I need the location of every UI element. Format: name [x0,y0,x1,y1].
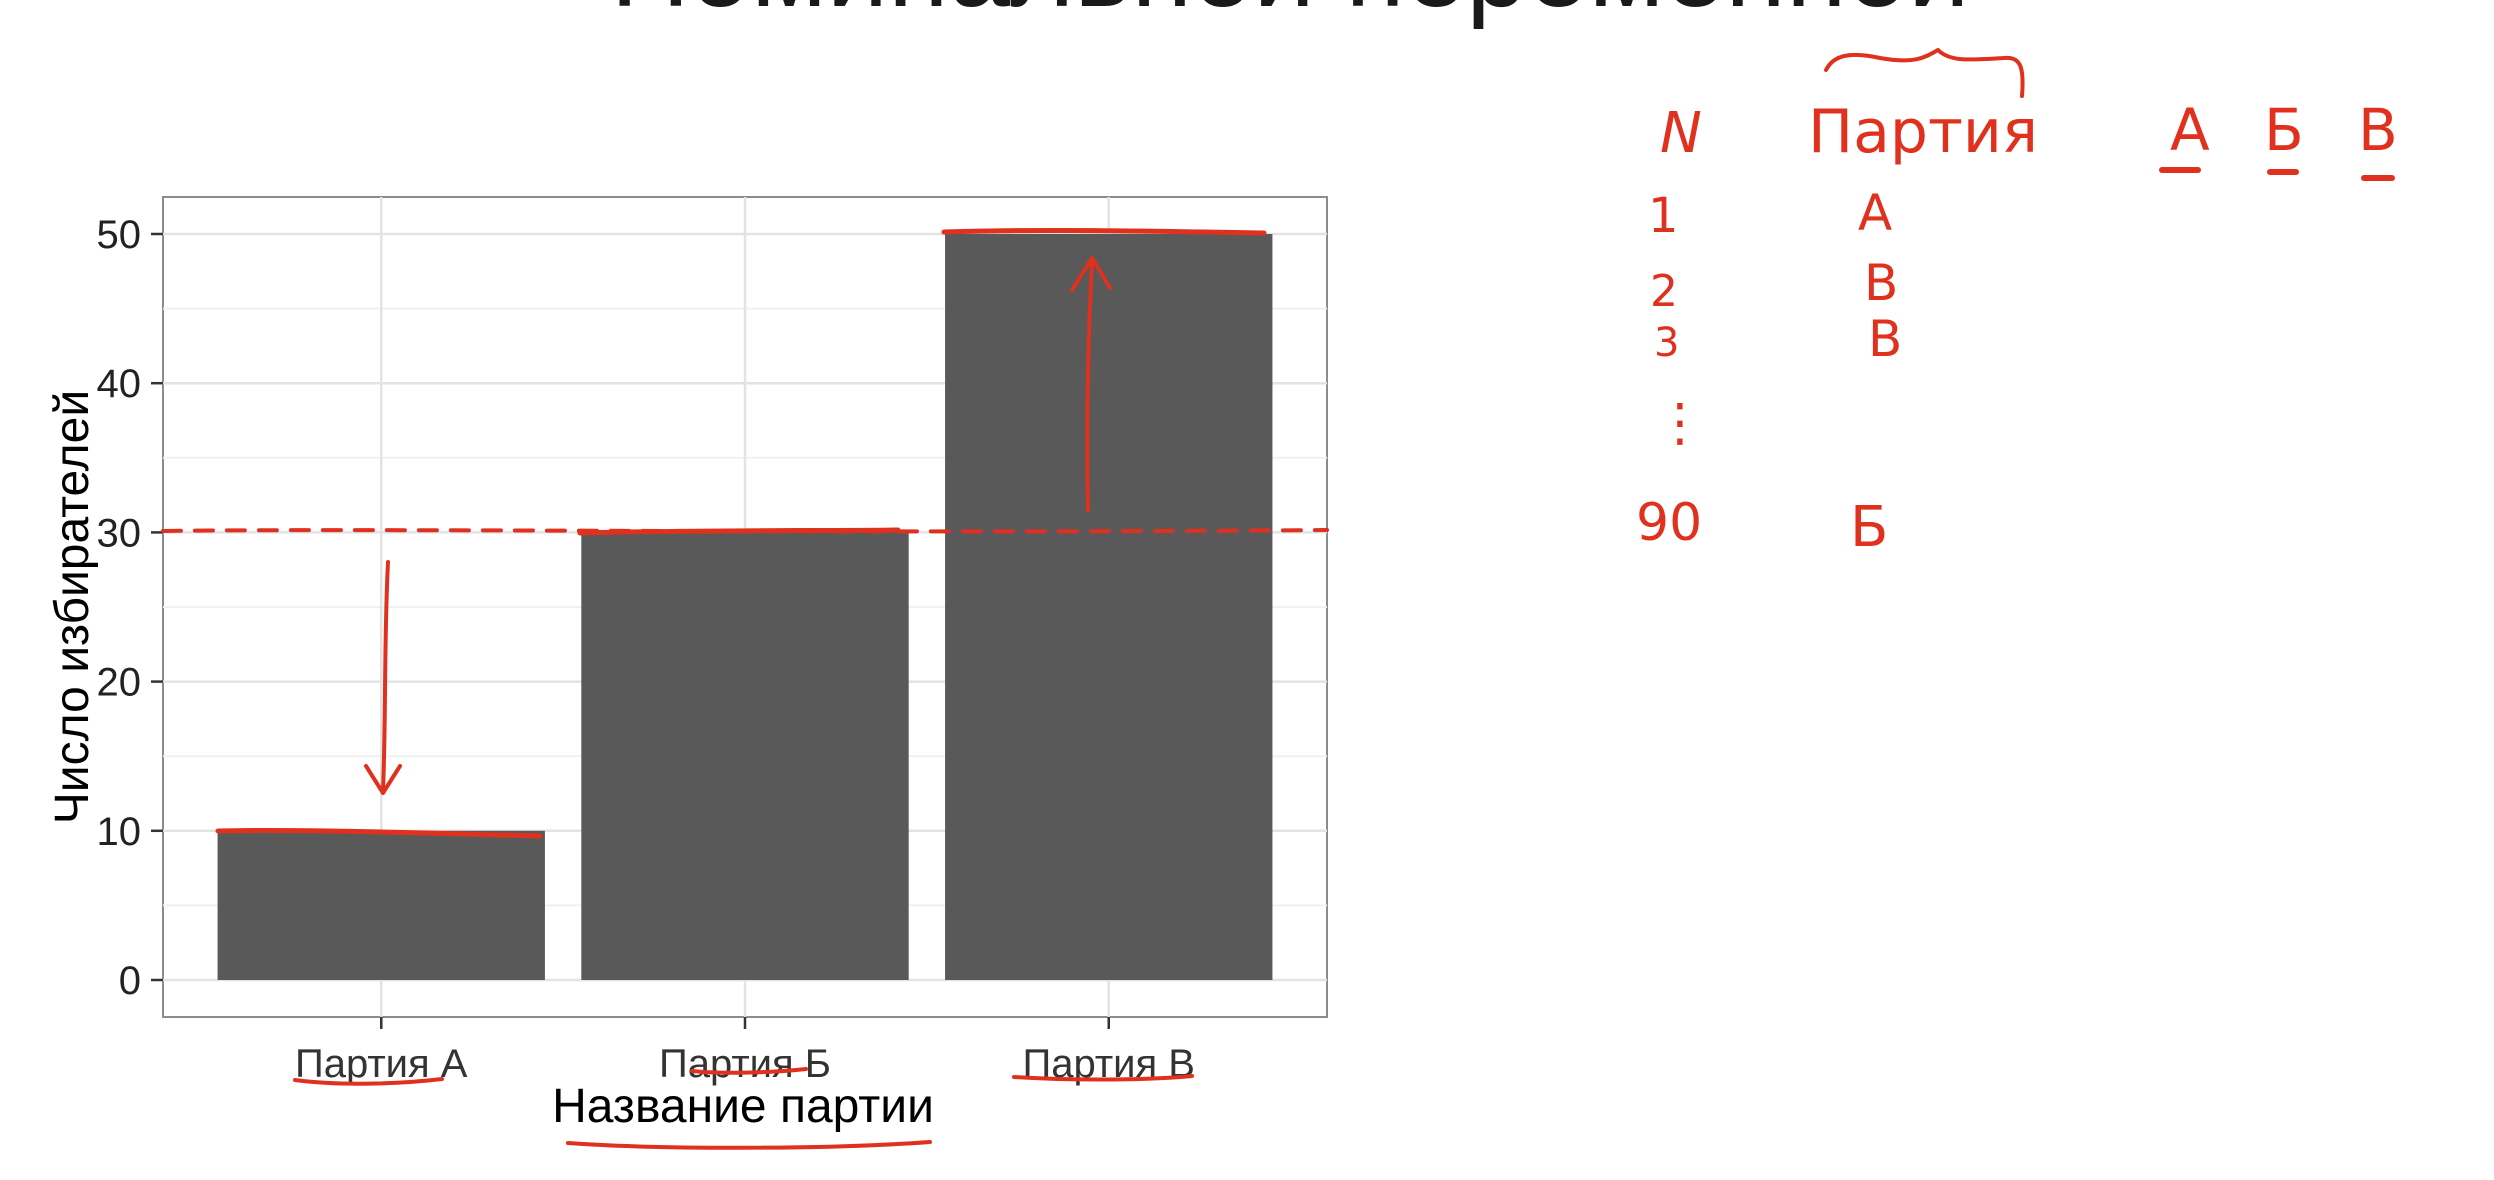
bar-b-top-stroke [577,527,901,536]
underline-tick-v [1012,1074,1194,1082]
note-row-3-n: 3 [1654,320,1679,366]
note-header-party: Партия [1808,97,2038,167]
slide-title: Номинальной переменной [610,0,1969,30]
bar [581,532,909,980]
note-category-v: В [2358,96,2398,164]
up-arrow-icon [1070,256,1112,512]
note-row-90-n: 90 [1636,493,1702,553]
down-arrow-icon [364,560,402,795]
note-category-b: Б [2264,96,2304,164]
x-tick-label: Партия Б [659,1042,831,1086]
note-category-a: А [2170,96,2210,164]
bar-chart: 0 10 20 30 40 50 Партия А Партия Б Партия В Наз… [46,196,1328,1133]
x-axis: Партия А Партия Б Партия В [295,1017,1195,1086]
y-tick-label: 0 [119,959,141,1003]
note-row-2-party: В [1864,254,1898,312]
underline-x-title [566,1140,932,1150]
note-row-90-party: Б [1850,495,1888,560]
y-axis: 0 10 20 30 40 50 [97,213,163,1003]
y-tick-label: 40 [97,362,142,406]
note-ellipsis: ⋮ [1654,393,1706,453]
y-tick-label: 30 [97,511,142,555]
note-row-1-n: 1 [1648,188,1679,244]
note-header-n: N [1660,101,1702,166]
handwritten-notes: N Партия А Б В 1 А 2 В 3 В ⋮ 90 Б [1636,48,2398,560]
reference-dashed-line [161,528,1329,534]
chart-annotations [161,227,1329,1150]
underline-tick-b [690,1067,808,1075]
brace-icon [1824,48,2025,98]
bars [217,234,1273,980]
note-row-1-party: А [1858,184,1892,242]
bar-a-top-stroke [215,827,543,839]
x-axis-title: Название партии [552,1080,934,1133]
bar-v-top-stroke [941,227,1267,236]
note-row-2-n: 2 [1650,266,1678,317]
underline-tick-a [293,1077,444,1086]
y-tick-label: 20 [97,661,142,705]
y-tick-label: 10 [97,810,142,854]
y-axis-title: Число избирателей [46,390,99,824]
bar [945,234,1273,980]
bar [217,830,545,980]
y-tick-label: 50 [97,213,142,257]
note-row-3-party: В [1868,310,1902,368]
